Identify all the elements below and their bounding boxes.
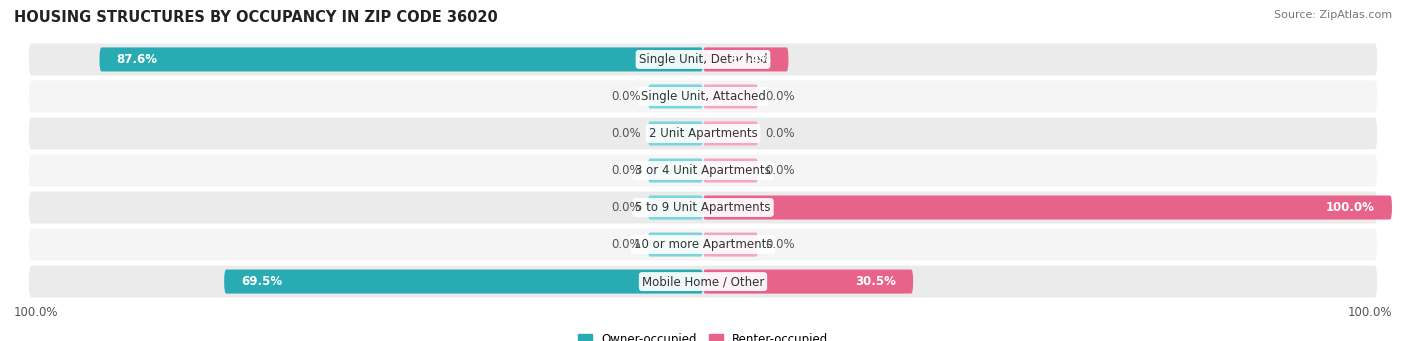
FancyBboxPatch shape [703,233,758,256]
FancyBboxPatch shape [648,159,703,182]
Text: 0.0%: 0.0% [612,127,641,140]
FancyBboxPatch shape [28,265,1378,299]
Text: 100.0%: 100.0% [14,306,59,318]
FancyBboxPatch shape [703,269,912,294]
FancyBboxPatch shape [28,191,1378,225]
Legend: Owner-occupied, Renter-occupied: Owner-occupied, Renter-occupied [572,329,834,341]
FancyBboxPatch shape [648,233,703,256]
FancyBboxPatch shape [224,269,703,294]
FancyBboxPatch shape [28,79,1378,114]
Text: 0.0%: 0.0% [612,238,641,251]
FancyBboxPatch shape [28,116,1378,150]
FancyBboxPatch shape [648,121,703,146]
Text: Single Unit, Detached: Single Unit, Detached [638,53,768,66]
FancyBboxPatch shape [28,42,1378,76]
Text: HOUSING STRUCTURES BY OCCUPANCY IN ZIP CODE 36020: HOUSING STRUCTURES BY OCCUPANCY IN ZIP C… [14,10,498,25]
FancyBboxPatch shape [28,227,1378,262]
FancyBboxPatch shape [28,153,1378,188]
Text: 10 or more Apartments: 10 or more Apartments [634,238,772,251]
Text: Source: ZipAtlas.com: Source: ZipAtlas.com [1274,10,1392,20]
Text: 0.0%: 0.0% [765,127,794,140]
Text: Mobile Home / Other: Mobile Home / Other [641,275,765,288]
Text: 69.5%: 69.5% [242,275,283,288]
FancyBboxPatch shape [703,195,1392,220]
Text: 30.5%: 30.5% [855,275,896,288]
FancyBboxPatch shape [100,47,703,72]
FancyBboxPatch shape [648,195,703,220]
FancyBboxPatch shape [703,121,758,146]
FancyBboxPatch shape [703,159,758,182]
Text: 3 or 4 Unit Apartments: 3 or 4 Unit Apartments [636,164,770,177]
Text: 2 Unit Apartments: 2 Unit Apartments [648,127,758,140]
Text: Single Unit, Attached: Single Unit, Attached [641,90,765,103]
Text: 0.0%: 0.0% [612,201,641,214]
Text: 0.0%: 0.0% [765,90,794,103]
Text: 87.6%: 87.6% [117,53,157,66]
Text: 5 to 9 Unit Apartments: 5 to 9 Unit Apartments [636,201,770,214]
FancyBboxPatch shape [648,85,703,108]
Text: 100.0%: 100.0% [1326,201,1375,214]
Text: 12.4%: 12.4% [730,53,772,66]
FancyBboxPatch shape [703,85,758,108]
Text: 0.0%: 0.0% [612,90,641,103]
Text: 0.0%: 0.0% [765,164,794,177]
Text: 0.0%: 0.0% [765,238,794,251]
FancyBboxPatch shape [703,47,789,72]
Text: 0.0%: 0.0% [612,164,641,177]
Text: 100.0%: 100.0% [1347,306,1392,318]
